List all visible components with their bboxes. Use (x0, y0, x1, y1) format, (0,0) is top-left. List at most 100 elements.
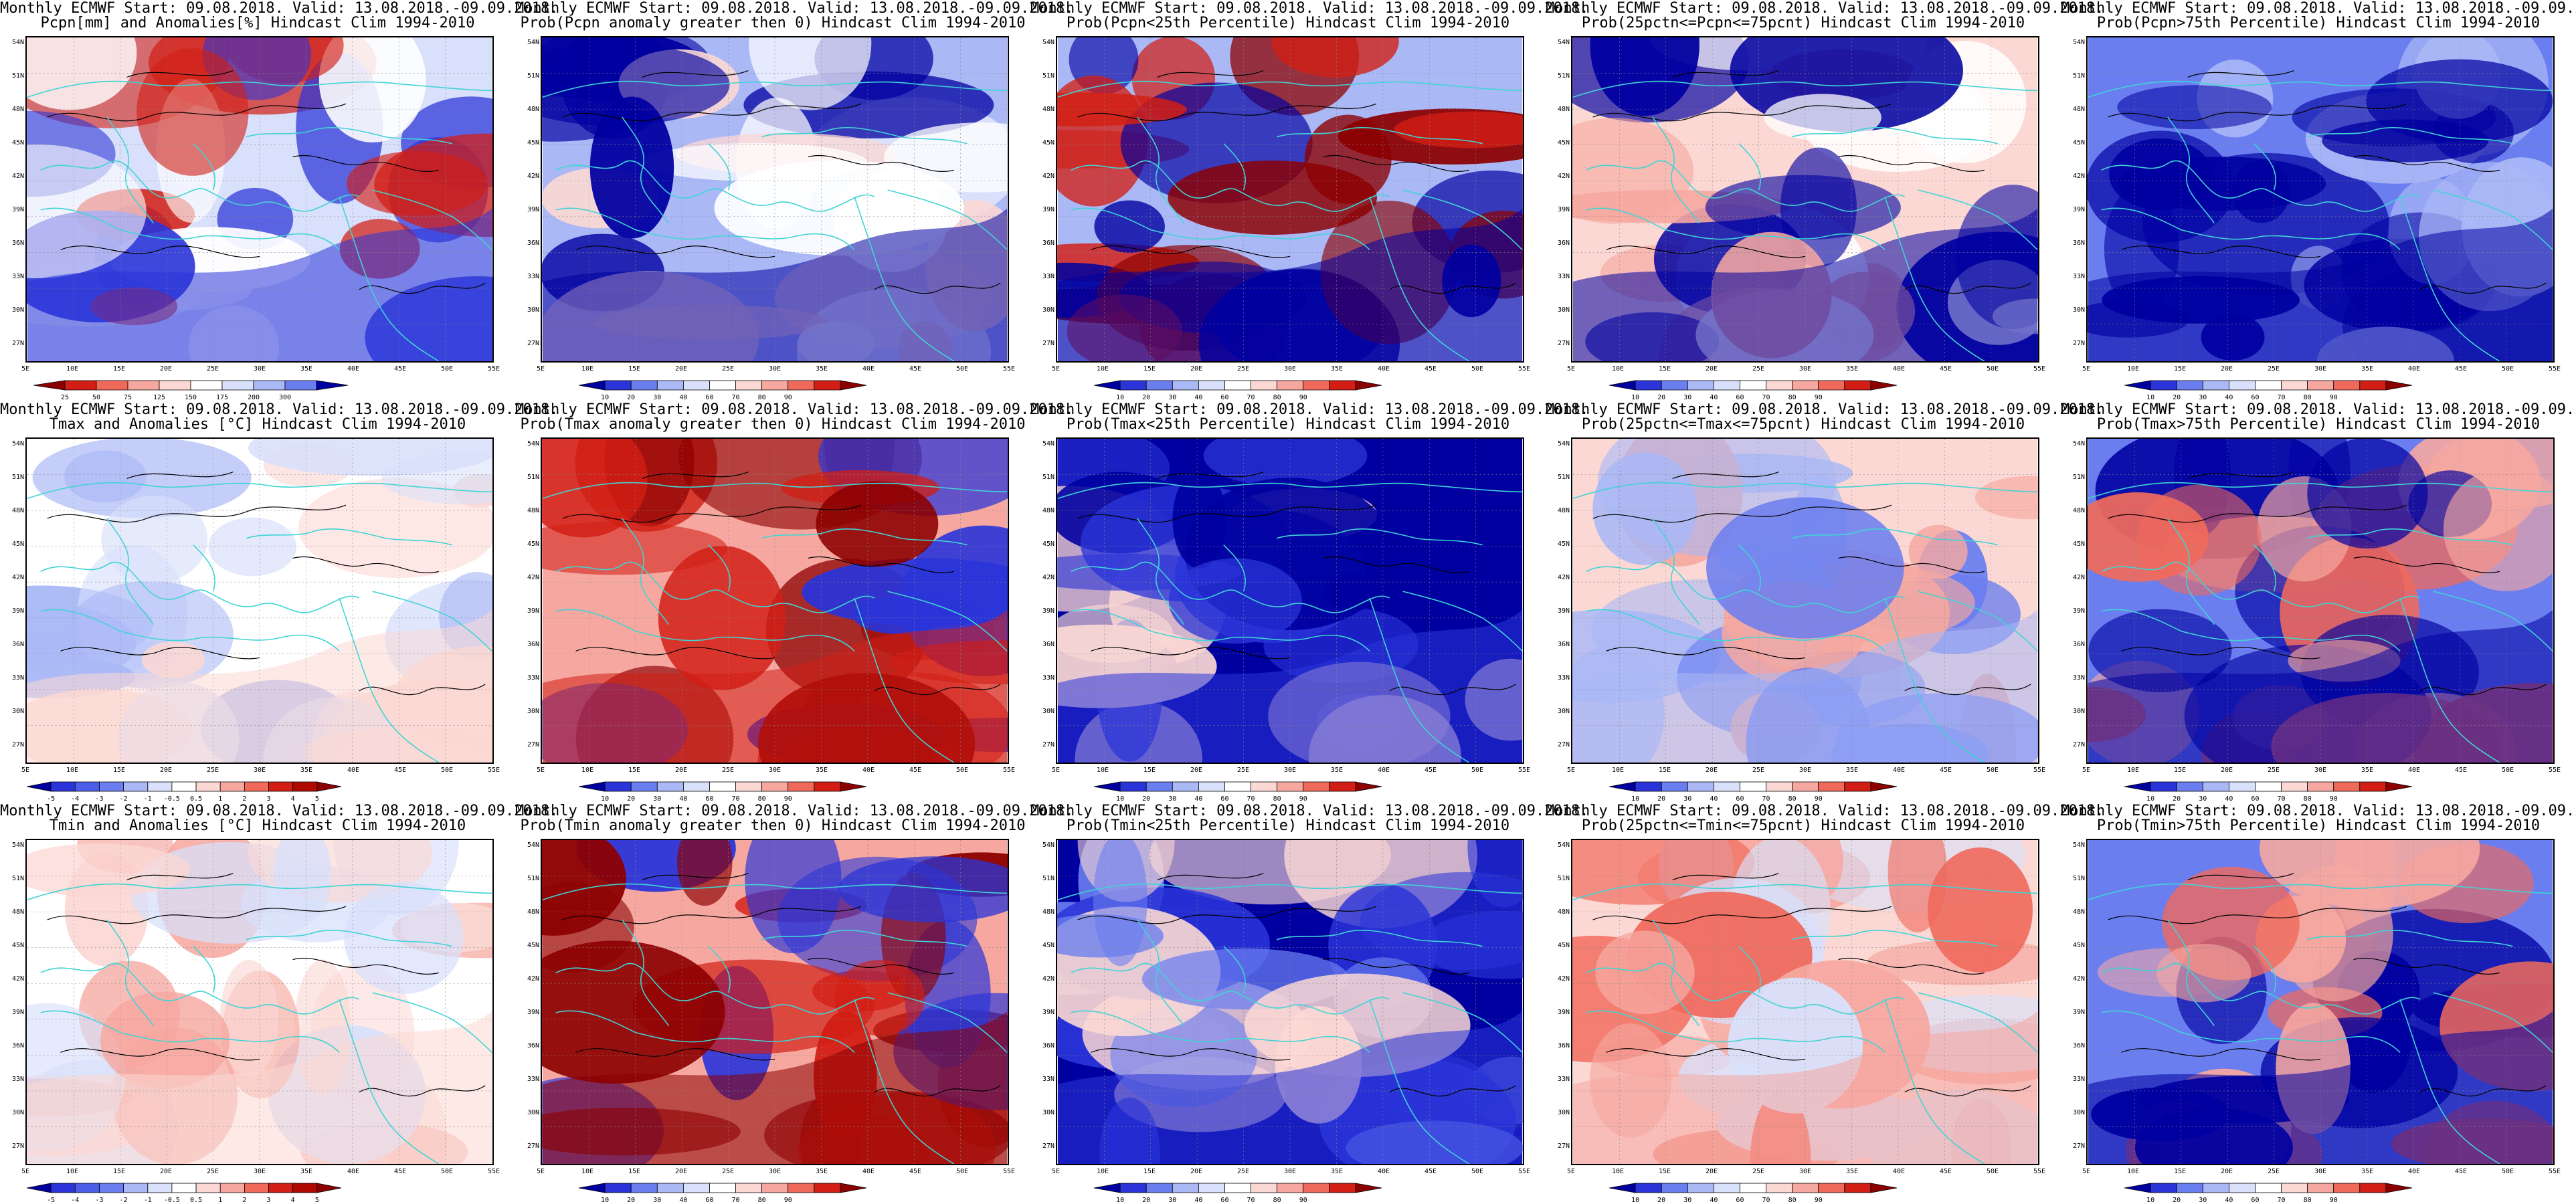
lon-tick-label: 15E (2173, 1168, 2187, 1175)
lon-tick-label: 10E (66, 365, 79, 373)
lat-tick-label: 36N (1557, 641, 1570, 648)
lat-tick-label: 30N (527, 708, 539, 715)
colorbar-tick-label: 5 (314, 795, 319, 803)
forecast-map (541, 437, 1009, 764)
panel-title-line2: Tmin and Anomalies [°C] Hindcast Clim 19… (49, 817, 466, 834)
lon-tick-label: 45E (393, 1168, 407, 1175)
panel-title-line1: Monthly ECMWF Start: 09.08.2018. Valid: … (1546, 0, 2104, 17)
panel-title: Monthly ECMWF Start: 09.08.2018. Valid: … (1546, 403, 2104, 432)
lon-tick-label: 35E (1845, 1168, 1859, 1175)
map-panel: Monthly ECMWF Start: 09.08.2018. Valid: … (1546, 803, 2104, 1204)
lon-tick-label: 15E (1143, 1168, 1156, 1175)
forecast-map (1571, 36, 2039, 363)
lon-tick-label: 10E (1611, 1168, 1625, 1175)
lon-tick-label: 50E (1986, 767, 1999, 774)
lat-tick-label: 45N (11, 942, 24, 949)
lon-tick-label: 5E (21, 365, 30, 373)
lat-tick-label: 42N (1557, 574, 1570, 581)
colorbar-tick-label: 60 (1220, 795, 1229, 803)
lon-tick-label: 50E (1471, 365, 1484, 373)
lat-tick-label: 27N (11, 340, 24, 347)
colorbar: -5 -4 -3 -2 -1 -0.5 0.5 1 2 3 4 5 (0, 1181, 515, 1204)
lon-tick-label: 50E (1471, 767, 1484, 774)
lat-tick-label: 45N (1557, 540, 1570, 548)
colorbar-tick-label: 1 (218, 795, 223, 803)
colorbar-tick-label: 20 (1142, 1197, 1151, 1204)
lat-tick-label: 27N (2072, 340, 2085, 347)
lon-tick-label: 55E (1002, 767, 1016, 774)
lat-tick-label: 33N (2072, 1076, 2085, 1083)
lon-tick-label: 50E (955, 365, 969, 373)
lat-tick-label: 42N (1557, 173, 1570, 180)
lon-tick-label: 40E (1892, 767, 1906, 774)
colorbar-tick-label: 10 (601, 394, 610, 401)
lon-tick-label: 15E (1658, 365, 1671, 373)
lat-tick-label: 54N (11, 440, 24, 447)
lon-tick-label: 10E (2126, 1168, 2140, 1175)
lon-tick-label: 5E (2082, 1168, 2091, 1175)
map-panel: Monthly ECMWF Start: 09.08.2018. Valid: … (1546, 0, 2104, 402)
colorbar-tick-label: 70 (1762, 795, 1770, 803)
lon-tick-label: 45E (393, 365, 407, 373)
colorbar-tick-label: 20 (627, 1197, 636, 1204)
lon-tick-label: 20E (1705, 1168, 1718, 1175)
panel-title: Monthly ECMWF Start: 09.08.2018. Valid: … (515, 804, 1073, 833)
colorbar-tick-label: 40 (2225, 795, 2233, 803)
lat-tick-label: 45N (11, 139, 24, 146)
colorbar-tick-label: 10 (1116, 394, 1125, 401)
lat-tick-label: 42N (1042, 574, 1054, 581)
panel-title-line2: Prob(Tmax anomaly greater then 0) Hindca… (520, 416, 1026, 433)
lon-tick-label: 30E (1799, 1168, 1812, 1175)
lat-tick-label: 30N (1042, 708, 1054, 715)
forecast-map (25, 437, 494, 764)
forecast-map (25, 839, 494, 1165)
colorbar-tick-label: 80 (2303, 394, 2312, 401)
lat-tick-label: 54N (11, 39, 24, 46)
panel-title-line2: Prob(Pcpn>75th Percentile) Hindcast Clim… (2096, 15, 2541, 31)
lon-tick-label: 30E (1283, 767, 1297, 774)
lon-tick-label: 50E (955, 1168, 969, 1175)
colorbar-tick-label: 30 (2199, 1197, 2207, 1204)
colorbar-tick-label: 90 (1299, 1197, 1307, 1204)
lon-tick-label: 35E (300, 767, 313, 774)
lat-tick-label: 51N (2072, 875, 2085, 882)
lat-tick-label: 54N (2072, 39, 2085, 46)
map-panel: Monthly ECMWF Start: 09.08.2018. Valid: … (1546, 401, 2104, 803)
forecast-map (2086, 36, 2555, 363)
panel-title-line1: Monthly ECMWF Start: 09.08.2018. Valid: … (2061, 0, 2576, 17)
panel-title: Monthly ECMWF Start: 09.08.2018. Valid: … (2061, 403, 2576, 432)
colorbar-tick-label: 40 (679, 1197, 688, 1204)
colorbar-tick-label: 40 (679, 394, 688, 401)
lat-tick-label: 27N (11, 1142, 24, 1150)
lat-tick-label: 30N (11, 306, 24, 314)
lon-tick-label: 45E (1424, 767, 1437, 774)
lon-tick-label: 15E (112, 365, 126, 373)
colorbar-tick-label: 3 (266, 1197, 271, 1204)
forecast-map (1056, 839, 1524, 1165)
lat-tick-label: 42N (11, 173, 24, 180)
lon-tick-label: 15E (2173, 365, 2187, 373)
colorbar: 10 20 30 40 60 70 80 90 (1030, 1181, 1546, 1204)
lon-tick-label: 5E (21, 767, 30, 774)
panel-title-line1: Monthly ECMWF Start: 09.08.2018. Valid: … (0, 803, 559, 819)
colorbar-tick-label: 60 (1220, 394, 1229, 401)
lon-tick-label: 15E (112, 1168, 126, 1175)
panel-title-line1: Monthly ECMWF Start: 09.08.2018. Valid: … (1030, 401, 1589, 418)
lat-tick-label: 30N (1557, 1109, 1570, 1116)
colorbar-tick-label: 30 (1168, 394, 1177, 401)
colorbar-tick-label: 175 (215, 394, 229, 401)
panel-title: Monthly ECMWF Start: 09.08.2018. Valid: … (0, 803, 559, 834)
lon-tick-label: 45E (909, 365, 922, 373)
lat-tick-label: 36N (527, 641, 539, 648)
lat-tick-label: 48N (1042, 106, 1054, 113)
lat-tick-label: 30N (2072, 1109, 2085, 1116)
panel-title-line2: Pcpn[mm] and Anomalies[%] Hindcast Clim … (40, 15, 475, 31)
lat-tick-label: 45N (1557, 139, 1570, 146)
lon-tick-label: 35E (1330, 1168, 1344, 1175)
colorbar-tick-label: 70 (2277, 394, 2286, 401)
colorbar-tick-label: 40 (1710, 394, 1718, 401)
colorbar-tick-label: 60 (2251, 394, 2260, 401)
lon-tick-label: 30E (768, 365, 781, 373)
lon-tick-label: 55E (1517, 767, 1531, 774)
lat-tick-label: 42N (527, 173, 539, 180)
